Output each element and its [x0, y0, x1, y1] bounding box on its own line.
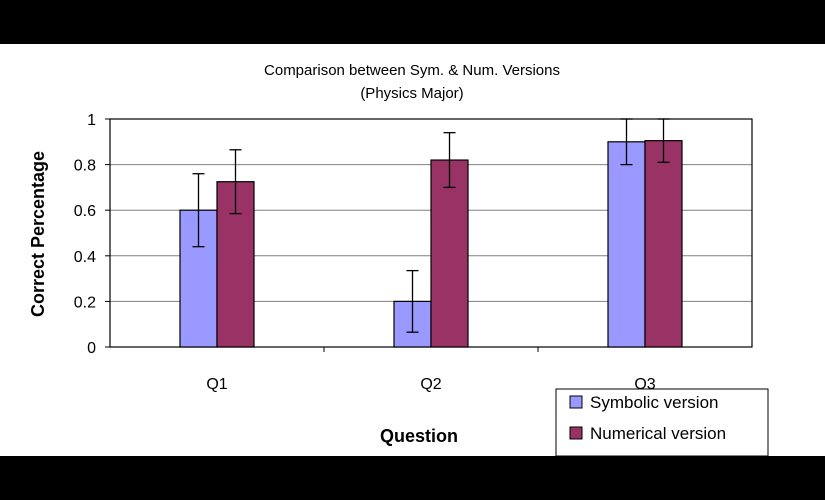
x-axis-label: Question	[380, 426, 458, 446]
y-tick-label: 0.4	[74, 249, 96, 266]
x-tick-label: Q2	[420, 376, 441, 393]
y-axis-label: Correct Percentage	[28, 151, 48, 317]
legend-label: Symbolic version	[590, 393, 719, 412]
x-axis-ticks: Q1 Q2 Q3	[206, 347, 656, 393]
bar-numerical-q3	[644, 140, 683, 348]
y-tick-label: 0	[87, 340, 96, 357]
legend: Symbolic version Numerical version	[555, 388, 769, 456]
y-tick-label: 1	[87, 112, 96, 129]
legend-swatch	[569, 395, 583, 409]
y-tick-label: 0.8	[74, 158, 96, 175]
chart-title: Comparison between Sym. & Num. Versions	[264, 62, 560, 79]
error-bars	[192, 118, 670, 333]
legend-box	[555, 388, 769, 456]
y-axis-ticks: 0 0.2 0.4 0.6 0.8 1	[74, 112, 110, 357]
y-tick-label: 0.6	[74, 203, 96, 220]
chart-panel: Comparison between Sym. & Num. Versions …	[0, 44, 825, 456]
legend-swatch	[569, 426, 583, 440]
x-tick-label: Q1	[206, 376, 227, 393]
chart-subtitle: (Physics Major)	[360, 85, 463, 102]
bar-numerical-q2	[430, 159, 469, 348]
bar-symbolic-q3	[607, 141, 646, 348]
bars	[179, 140, 683, 348]
bar-chart: Comparison between Sym. & Num. Versions …	[28, 62, 769, 456]
legend-label: Numerical version	[590, 424, 726, 443]
y-tick-label: 0.2	[74, 294, 96, 311]
